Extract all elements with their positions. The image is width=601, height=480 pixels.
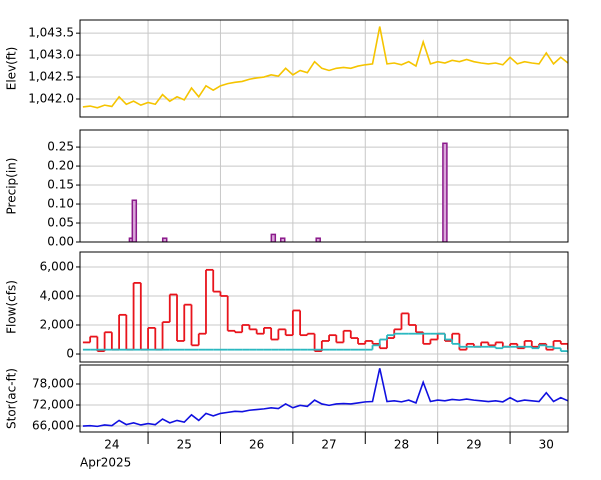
bar (270, 233, 277, 242)
x-tick-label: 29 (466, 438, 481, 452)
plot-frame (79, 129, 569, 243)
plot (82, 368, 568, 428)
y-tick-label: 0.20 (47, 159, 74, 173)
plot-frame (79, 364, 569, 433)
x-tick-label: 27 (321, 438, 336, 452)
y-axis-label: Precip(in) (5, 158, 19, 215)
plot (82, 26, 568, 109)
y-tick-label: 1,042.0 (28, 92, 74, 106)
y-tick-label: 0.15 (47, 178, 74, 192)
y-axis-label: Flow(cfs) (5, 280, 19, 334)
y-tick-label: 0.10 (47, 197, 74, 211)
series-line (82, 368, 568, 428)
y-axis-label: Stor(ac-ft) (5, 368, 19, 429)
x-axis-label: Apr2025 (80, 456, 131, 470)
y-tick-label: 0 (66, 347, 74, 361)
y-tick-label: 0.25 (47, 140, 74, 154)
plot-area (80, 365, 568, 432)
x-tick-label: 30 (539, 438, 554, 452)
plot-frame (79, 19, 569, 118)
y-tick-label: 72,000 (32, 398, 74, 412)
x-tick-label: 24 (104, 438, 119, 452)
x-tick-label: 25 (177, 438, 192, 452)
y-tick-label: 4,000 (40, 288, 74, 302)
y-tick-label: 2,000 (40, 317, 74, 331)
y-tick-label: 0.05 (47, 216, 74, 230)
y-tick-label: 0.00 (47, 235, 74, 249)
y-tick-label: 66,000 (32, 419, 74, 433)
plot (82, 268, 568, 353)
x-tick-label: 28 (394, 438, 409, 452)
bar (131, 199, 138, 242)
bar (442, 142, 448, 242)
y-tick-label: 1,043.5 (28, 26, 74, 40)
bar (279, 237, 286, 242)
panel: 66,000 72,000 78,000 Stor(ac-ft) 24 25 26 27 28 2… (5, 364, 569, 470)
y-tick-label: 78,000 (32, 377, 74, 391)
bar (315, 237, 321, 242)
bar (161, 237, 168, 242)
panel: 0.00 0.05 0.10 0.15 0.20 0.25 Precip(in) (5, 129, 569, 249)
x-tick-label: 26 (249, 438, 264, 452)
series-line (82, 26, 568, 109)
plot-area (80, 252, 568, 362)
y-tick-label: 1,042.5 (28, 70, 74, 84)
panel: 0 2,000 4,000 6,000 Flow(cfs) (5, 251, 569, 363)
y-axis-label: Elev(ft) (5, 47, 19, 90)
y-tick-label: 1,043.0 (28, 48, 74, 62)
y-tick-label: 6,000 (40, 259, 74, 273)
panel: 1,042.0 1,042.5 1,043.0 1,043.5 Elev(ft) (5, 19, 569, 118)
plot-frame (79, 251, 569, 363)
